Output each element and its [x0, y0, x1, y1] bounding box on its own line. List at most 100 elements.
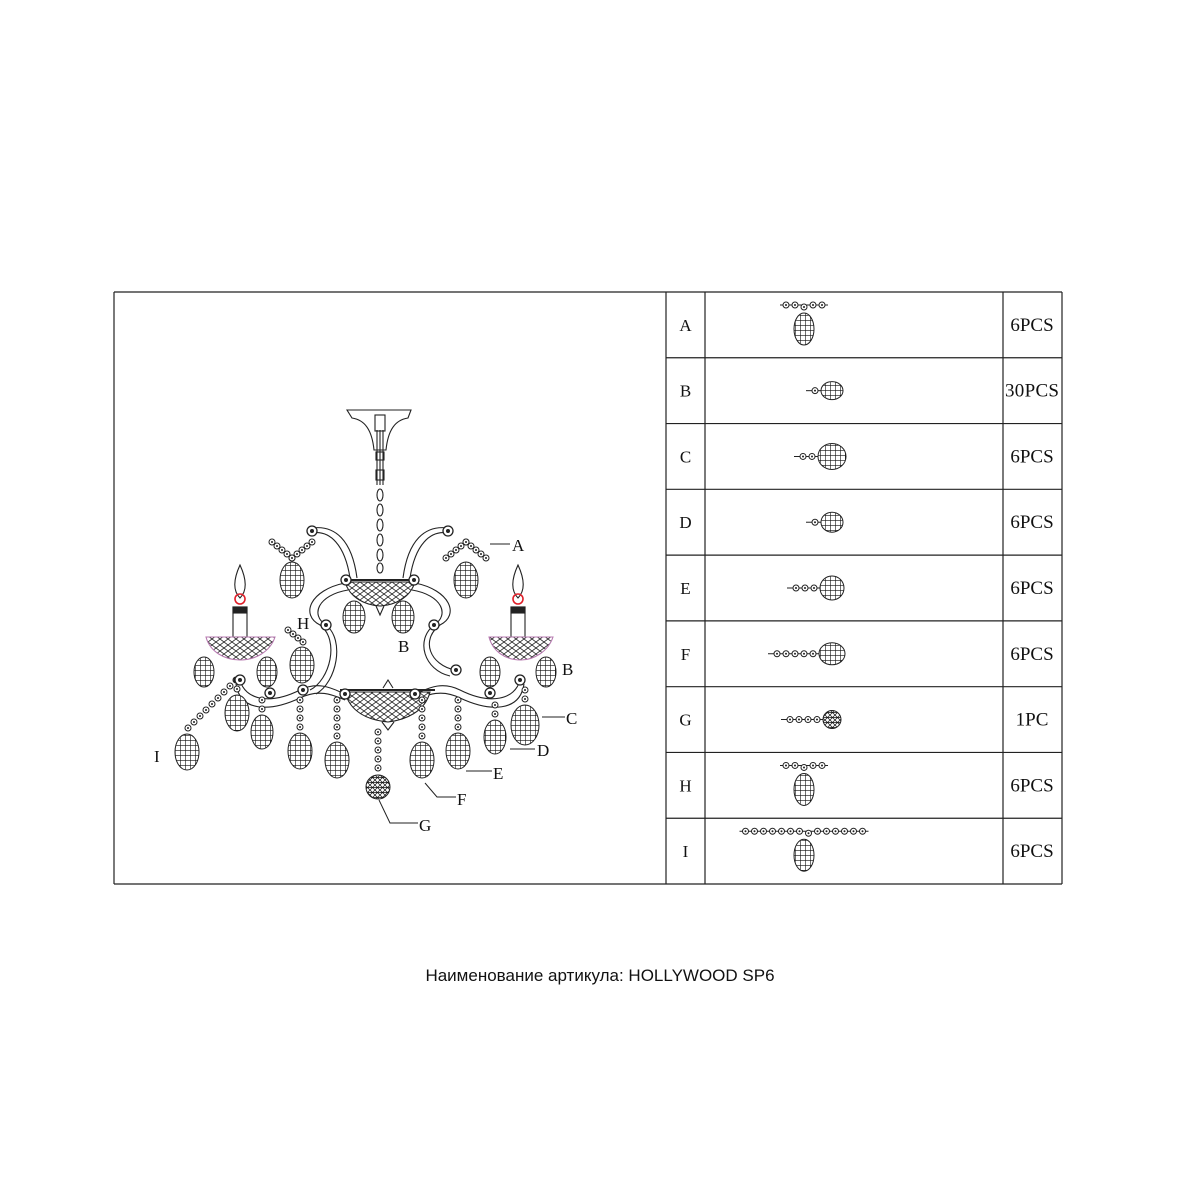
bead-center [261, 708, 263, 710]
bead-center [236, 688, 238, 690]
bead-center [803, 306, 805, 308]
bead-center [261, 699, 263, 701]
bead-center [199, 715, 201, 717]
chain [376, 488, 384, 574]
part-quantity: 6PCS [1010, 578, 1053, 599]
bead-center [753, 830, 756, 833]
crystal-drop-icon [793, 312, 815, 346]
bead-center [271, 541, 273, 543]
bead-center [336, 699, 338, 701]
crystal-drop-icon [289, 646, 315, 684]
crystal-drop-icon [479, 656, 501, 688]
callout-b: B [398, 637, 409, 656]
bead-center [785, 304, 787, 306]
callout-h: H [297, 614, 309, 633]
bead-center [807, 832, 810, 835]
part-quantity: 6PCS [1010, 446, 1053, 467]
bead-center [455, 549, 457, 551]
crystal-drop-icon [224, 694, 250, 732]
callout-i: I [154, 747, 160, 766]
bead-center [421, 717, 423, 719]
bead-center [217, 697, 219, 699]
rosette-center [413, 692, 417, 696]
crystal-drop-icon [391, 600, 415, 634]
bead-center [287, 629, 289, 631]
part-quantity: 6PCS [1010, 512, 1053, 533]
crystal-drop-icon [793, 838, 815, 872]
bead-center [804, 587, 806, 589]
part-h-icon [780, 761, 828, 806]
part-i-icon [739, 827, 869, 872]
bead-center [485, 557, 487, 559]
bead-center [480, 553, 482, 555]
part-b-icon [806, 381, 844, 401]
rosette-center [454, 668, 458, 672]
callout-labels: A B B C D E F G H I [154, 536, 577, 835]
bead-center [302, 641, 304, 643]
crystal-drop-icon [510, 704, 540, 746]
crystal-drop-icon [193, 656, 215, 688]
rosette-center [301, 688, 305, 692]
crystal-drop-icon [818, 642, 846, 666]
crystal-drop-icon [174, 733, 200, 771]
parts-table-row: E 6PCS [666, 554, 1062, 601]
crystal-drop-icon [453, 561, 479, 599]
part-letter: F [681, 645, 690, 664]
rosette-center [343, 692, 347, 696]
bead-center [223, 691, 225, 693]
rosette-center [446, 529, 450, 533]
bead-center [812, 652, 814, 655]
rosette-center [518, 678, 522, 682]
rosette-center [310, 529, 314, 533]
parts-table-row: H 6PCS [666, 751, 1062, 806]
part-letter: H [679, 776, 691, 795]
bead-center [825, 830, 828, 833]
bead-center [843, 830, 846, 833]
bead-center [311, 541, 313, 543]
callout-c: C [566, 709, 577, 728]
bead-center [776, 652, 778, 655]
bead-center [816, 830, 819, 833]
rosette-center [324, 623, 328, 627]
part-d-icon [806, 511, 844, 533]
bead-center [377, 740, 379, 742]
bead-center [457, 708, 459, 710]
chandelier-drawing [174, 409, 565, 824]
bead-center [336, 735, 338, 737]
bead-center [789, 830, 792, 833]
crystal-drop-icon [820, 381, 844, 401]
bead-center [291, 557, 293, 559]
bead-center [780, 830, 783, 833]
callout-b: B [562, 660, 573, 679]
bead-center [292, 633, 294, 635]
parts-table-row: A 6PCS [679, 301, 1054, 346]
parts-table-row: B 30PCS [666, 357, 1062, 402]
crystal-drop-icon [287, 732, 313, 770]
bead-center [812, 764, 814, 767]
crystal-drop-icon [250, 714, 274, 750]
bead-center [785, 764, 787, 767]
crystal-drop-icon [535, 656, 557, 688]
crystal-drop-icon [279, 561, 305, 599]
part-e-icon [787, 575, 845, 601]
lower-bowl [344, 691, 431, 723]
bead-center [803, 766, 805, 769]
bead-center [794, 764, 796, 767]
bead-center [785, 652, 787, 655]
crystal-ball-icon [365, 774, 391, 800]
bead-center [798, 718, 800, 721]
bead-center [814, 521, 816, 524]
bead-center [299, 708, 301, 710]
bead-center [812, 304, 814, 306]
part-c-icon [794, 442, 847, 470]
bead-center [816, 718, 818, 721]
bead-center [762, 830, 765, 833]
crystal-drop-icon [793, 772, 815, 806]
part-quantity: 6PCS [1010, 841, 1053, 862]
bead-center [811, 455, 813, 458]
part-letter: A [679, 316, 692, 335]
bulb-left [234, 593, 246, 605]
callout-f: F [457, 790, 466, 809]
candle-right [488, 563, 554, 661]
bead-center [821, 304, 823, 306]
